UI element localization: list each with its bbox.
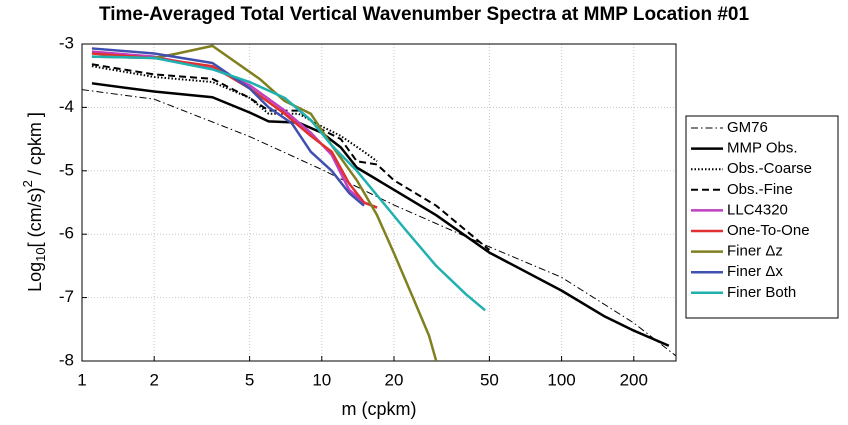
series-line	[91, 82, 670, 347]
legend-label: MMP Obs.	[727, 140, 798, 157]
legend-label: GM76	[727, 119, 768, 136]
y-tick-label: -6	[59, 224, 74, 243]
series-line	[91, 55, 486, 312]
y-label-part: Log	[25, 262, 45, 292]
x-tick-label: 200	[620, 370, 648, 389]
x-tick-label: 10	[312, 370, 331, 389]
x-tick-label: 5	[245, 370, 254, 389]
x-tick-label: 50	[480, 370, 499, 389]
series-line	[91, 47, 365, 207]
legend-label: Obs.-Coarse	[727, 160, 812, 177]
legend-label: Finer Δz	[727, 243, 783, 260]
x-tick-label: 20	[385, 370, 404, 389]
series-line	[91, 52, 378, 209]
y-axis-label: Log10[ (cm/s)2 / cpkm ]	[20, 112, 48, 292]
series-line	[91, 50, 378, 209]
y-tick-label: -3	[59, 33, 74, 52]
y-label-part: / cpkm ]	[25, 112, 45, 180]
y-tick-label: -5	[59, 160, 74, 179]
legend-label: Obs.-Fine	[727, 181, 793, 198]
y-tick-label: -7	[59, 287, 74, 306]
legend-label: One-To-One	[727, 222, 810, 239]
series-line	[91, 44, 438, 361]
chart-title: Time-Averaged Total Vertical Wavenumber …	[99, 4, 750, 25]
y-label-part: 10	[33, 247, 48, 261]
y-tick-label: -8	[59, 350, 74, 369]
x-tick-label: 2	[149, 370, 158, 389]
legend-label: LLC4320	[727, 201, 788, 218]
x-axis-label: m (cpkm)	[342, 399, 417, 419]
y-label-part: 2	[20, 180, 35, 187]
series-line	[91, 65, 378, 163]
legend-label: Finer Δx	[727, 263, 783, 280]
plot-frame	[81, 43, 677, 362]
series-line	[82, 89, 676, 357]
y-tick-label: -4	[59, 97, 74, 116]
x-tick-label: 1	[77, 370, 86, 389]
y-label-part: [ (cm/s)	[25, 187, 45, 247]
x-tick-label: 100	[547, 370, 575, 389]
legend-label: Finer Both	[727, 284, 796, 301]
